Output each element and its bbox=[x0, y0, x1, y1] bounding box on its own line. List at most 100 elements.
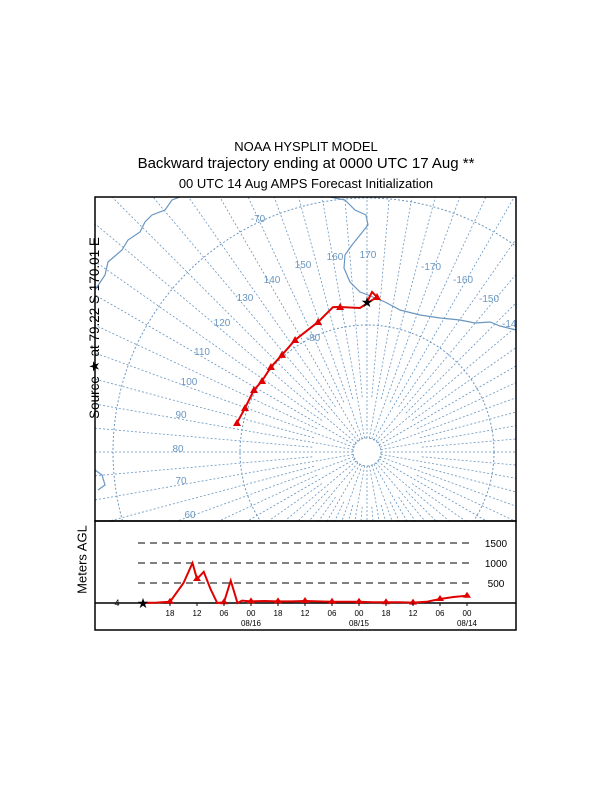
meridian bbox=[375, 274, 516, 442]
date-label: 08/15 bbox=[349, 619, 370, 628]
meridian bbox=[389, 197, 487, 403]
meridian bbox=[416, 474, 516, 521]
height-point bbox=[193, 575, 201, 581]
longitude-label: 90 bbox=[175, 410, 187, 421]
pole-circle bbox=[352, 437, 382, 467]
title-trajectory: Backward trajectory ending at 0000 UTC 1… bbox=[137, 155, 475, 172]
meridian bbox=[219, 197, 361, 441]
meridian bbox=[421, 456, 516, 466]
meridian bbox=[218, 474, 318, 521]
latitude-label: -80 bbox=[306, 333, 321, 344]
meridian bbox=[380, 397, 516, 448]
meridian bbox=[371, 506, 374, 521]
trajectory-point bbox=[314, 317, 323, 325]
longitude-label: 130 bbox=[237, 293, 254, 304]
meridian bbox=[398, 496, 416, 521]
height-point bbox=[301, 597, 309, 603]
meridian bbox=[308, 462, 359, 521]
meridian bbox=[95, 403, 354, 450]
longitude-label: -160 bbox=[453, 275, 473, 286]
meridian bbox=[268, 483, 323, 521]
meridian bbox=[373, 463, 408, 521]
meridian bbox=[95, 454, 354, 501]
meridian bbox=[321, 197, 365, 439]
meridian bbox=[371, 197, 390, 398]
meridian bbox=[420, 465, 516, 493]
meridian bbox=[371, 197, 461, 439]
longitude-label: 140 bbox=[264, 275, 281, 286]
meridian bbox=[334, 501, 345, 521]
height-point bbox=[247, 597, 255, 604]
longitude-label: 110 bbox=[194, 347, 210, 358]
trajectory-point bbox=[266, 363, 275, 371]
time-tick-label: 06 bbox=[328, 609, 337, 618]
height-tick-label: 500 bbox=[488, 579, 505, 590]
height-point bbox=[355, 597, 363, 604]
meridian bbox=[348, 505, 354, 521]
time-tick-label: 06 bbox=[436, 609, 445, 618]
longitude-label: 120 bbox=[214, 318, 231, 329]
time-tick-label: 00 bbox=[463, 609, 472, 618]
meridian bbox=[95, 427, 313, 448]
meridian bbox=[95, 378, 314, 439]
longitude-label: -170 bbox=[421, 262, 441, 273]
meridian bbox=[111, 197, 329, 414]
meridian bbox=[188, 197, 336, 408]
meridian bbox=[298, 197, 354, 399]
longitude-label: 160 bbox=[327, 252, 344, 263]
map-panel: 60 70 80 90 100 110 120 130 140 150 160 170 -170 -160… bbox=[95, 197, 516, 521]
trajectory-point bbox=[249, 385, 258, 393]
trajectory-point bbox=[240, 404, 249, 412]
meridian bbox=[360, 506, 363, 521]
meridian bbox=[344, 197, 363, 398]
meridian bbox=[420, 411, 516, 439]
meridian bbox=[380, 197, 436, 399]
time-tick-label: 18 bbox=[166, 609, 175, 618]
meridian bbox=[326, 463, 361, 521]
trajectory-point bbox=[232, 418, 241, 426]
meridian bbox=[380, 454, 516, 479]
height-tick-label: 1000 bbox=[485, 559, 508, 570]
meridian bbox=[247, 197, 345, 403]
meridian bbox=[273, 197, 363, 439]
meridian bbox=[380, 456, 516, 507]
trajectory-point bbox=[291, 335, 300, 343]
meridian bbox=[369, 465, 380, 521]
meridian bbox=[380, 425, 516, 450]
source-height-label: 4 bbox=[114, 598, 119, 608]
trajectory-line bbox=[236, 290, 379, 424]
time-tick-label: 00 bbox=[247, 609, 256, 618]
title-initialization: 00 UTC 14 Aug AMPS Forecast Initializati… bbox=[178, 176, 434, 191]
meridian bbox=[371, 465, 393, 521]
time-tick-label: 18 bbox=[274, 609, 283, 618]
longitude-label: -150 bbox=[479, 294, 499, 305]
height-point bbox=[220, 598, 228, 605]
meridian bbox=[416, 382, 516, 430]
meridian bbox=[297, 490, 329, 521]
trajectory-point bbox=[258, 376, 267, 384]
height-point bbox=[436, 595, 444, 601]
source-star-icon: ★ bbox=[137, 595, 150, 611]
longitude-label: 80 bbox=[172, 444, 184, 455]
meridian bbox=[405, 490, 437, 521]
date-label: 08/16 bbox=[241, 619, 262, 628]
meridian bbox=[341, 465, 363, 521]
time-tick-label: 12 bbox=[193, 609, 202, 618]
longitude-label: 100 bbox=[181, 377, 198, 388]
title-model: NOAA HYSPLIT MODEL bbox=[234, 139, 378, 154]
meridian bbox=[95, 223, 357, 444]
meridian bbox=[405, 302, 516, 414]
meridian bbox=[247, 458, 356, 521]
longitude-label: 70 bbox=[175, 476, 187, 487]
trajectory-point bbox=[336, 303, 345, 311]
longitude-label: 170 bbox=[360, 250, 377, 261]
meridian bbox=[95, 352, 354, 448]
time-tick-label: 12 bbox=[301, 609, 310, 618]
meridian bbox=[411, 483, 466, 521]
meridian bbox=[411, 347, 516, 421]
meridian bbox=[378, 458, 487, 521]
time-tick-label: 18 bbox=[382, 609, 391, 618]
meridian bbox=[369, 197, 413, 439]
